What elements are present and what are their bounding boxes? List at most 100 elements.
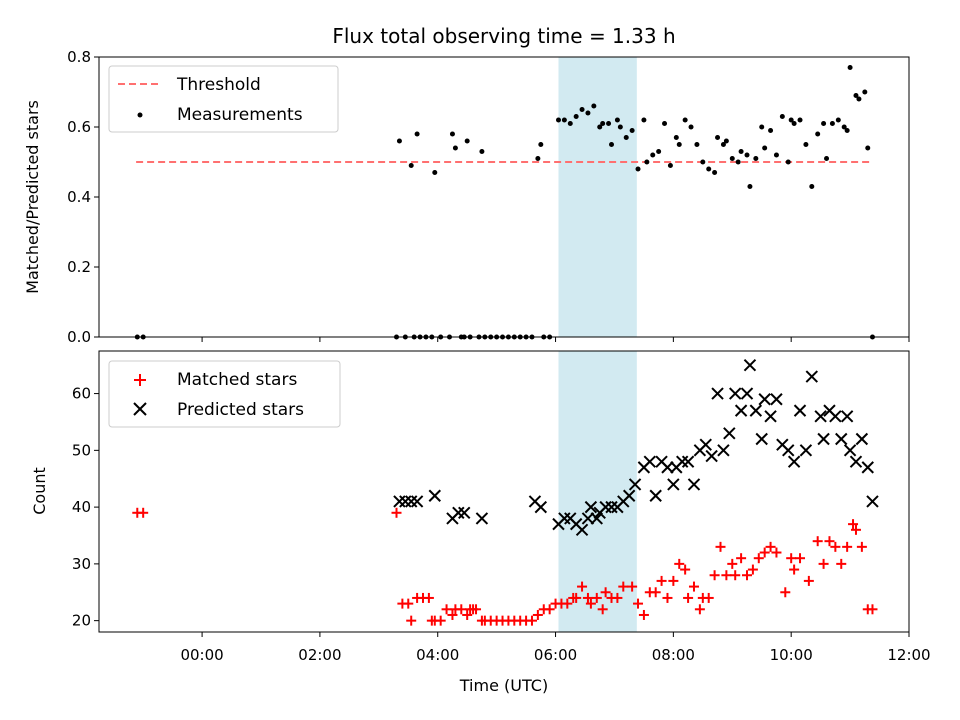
matched-stars-point: [471, 604, 482, 615]
matched-stars-point: [138, 507, 149, 518]
matched-stars-point: [423, 592, 434, 603]
measurements-point: [452, 145, 458, 151]
predicted-stars-point: [861, 461, 874, 474]
predicted-stars-point: [729, 387, 742, 400]
measurements-point: [561, 117, 567, 123]
measurements-point: [682, 117, 688, 123]
measurements-point: [614, 117, 620, 123]
predicted-stars-point: [855, 432, 869, 446]
measurements-point: [744, 152, 750, 158]
top-plot-frame: [98, 56, 910, 338]
measurements-point: [617, 124, 623, 130]
matched-stars-point: [577, 581, 588, 592]
measurements-point: [853, 93, 859, 98]
predicted-stars-point: [584, 500, 598, 514]
matched-stars-point: [842, 541, 853, 552]
legend-matched-swatch: [134, 374, 146, 386]
matched-stars-point: [656, 575, 667, 586]
matched-stars-point: [753, 553, 764, 564]
measurements-point: [688, 124, 694, 130]
predicted-stars-point: [393, 495, 406, 508]
predicted-stars-point: [849, 455, 863, 468]
measurements-point: [538, 142, 544, 147]
measurements-point: [600, 121, 606, 126]
bottom-y-tick-label: 40: [72, 498, 91, 516]
predicted-stars-point: [705, 449, 718, 463]
matched-stars-point: [789, 564, 800, 575]
measurements-point: [862, 89, 868, 95]
measurements-point: [673, 135, 679, 140]
matched-stars-point: [662, 592, 673, 603]
bottom-y-tick-label: 20: [72, 612, 91, 630]
predicted-stars-point: [410, 495, 424, 508]
predicted-stars-point: [405, 495, 418, 508]
matched-stars-point: [812, 536, 823, 547]
measurements-point: [815, 131, 821, 137]
measurements-point: [788, 117, 794, 123]
chart-title: Flux total observing time = 1.33 h: [332, 24, 675, 48]
top-legend-frame: [108, 65, 339, 133]
predicted-stars-point: [452, 506, 465, 519]
predicted-stars-point: [558, 512, 571, 525]
measurements-point: [856, 96, 862, 102]
matched-stars-point: [727, 558, 738, 569]
measurements-point: [396, 138, 402, 144]
matched-stars-point: [456, 604, 467, 615]
top-legend: Threshold Measurements: [108, 65, 339, 133]
matched-stars-point: [582, 592, 593, 603]
measurements-point: [623, 135, 629, 140]
matched-stars-point: [403, 598, 414, 609]
predicted-stars-point: [817, 432, 830, 446]
measurements-point: [738, 149, 744, 154]
predicted-stars-point: [829, 410, 842, 423]
measurements-point: [768, 128, 774, 133]
measurements-point: [644, 159, 650, 165]
measurements-point: [720, 142, 726, 147]
predicted-stars-point: [840, 410, 854, 423]
measurements-point: [797, 117, 803, 123]
measurements-point: [715, 135, 721, 140]
matched-stars-point: [683, 592, 694, 603]
predicted-stars-point: [835, 432, 848, 446]
matched-stars-point: [668, 575, 679, 586]
predicted-stars-point: [687, 478, 701, 491]
predicted-stars-point: [743, 358, 757, 372]
top-y-tick-label: 0.2: [67, 258, 91, 276]
predicted-stars-point: [740, 387, 754, 400]
measurements-point: [821, 121, 827, 126]
predicted-stars-point: [628, 478, 642, 491]
measurements-point: [844, 128, 850, 133]
matched-stars-point: [633, 598, 644, 609]
matched-stars-point: [618, 581, 629, 592]
measurements-point: [650, 152, 656, 158]
matched-stars-point: [803, 575, 814, 586]
matched-stars-point: [730, 570, 741, 581]
x-tick-label: 00:00: [180, 646, 223, 664]
matched-stars-point: [742, 570, 752, 581]
measurements-point: [747, 184, 753, 189]
measurements-point: [829, 121, 835, 126]
measurements-point: [479, 149, 485, 154]
measurements-point: [847, 65, 853, 70]
matched-stars-point: [830, 541, 841, 552]
matched-stars-point: [612, 592, 623, 603]
measurements-point: [585, 110, 591, 116]
top-y-tick-label: 0.6: [67, 118, 91, 136]
legend-measurements-label: Measurements: [177, 105, 303, 125]
measurements-point: [706, 166, 712, 172]
predicted-stars-point: [758, 393, 771, 406]
measurements-point: [641, 117, 647, 123]
bottom-panel: 20 30 40 50 60 00:00 02:00 04:00 06:00 08:00 10:00…: [30, 350, 931, 695]
measurements-point: [759, 124, 765, 130]
matched-stars-point: [435, 615, 446, 626]
matched-stars-point: [638, 609, 649, 620]
matched-stars-point: [759, 547, 770, 558]
matched-stars-point: [824, 536, 835, 547]
bottom-y-tick-label: 60: [72, 385, 91, 403]
measurements-point: [414, 131, 420, 137]
matched-stars-point: [786, 553, 797, 564]
predicted-stars-point: [770, 393, 783, 406]
predicted-stars-point: [622, 489, 636, 502]
top-y-tick-label: 0.0: [67, 328, 91, 346]
